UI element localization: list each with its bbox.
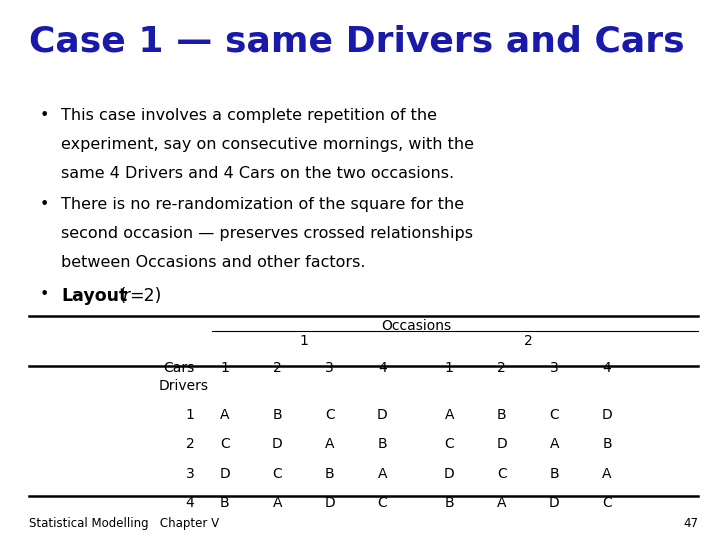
Text: Drivers: Drivers xyxy=(158,379,208,393)
Text: 2: 2 xyxy=(186,437,194,451)
Text: B: B xyxy=(272,408,282,422)
Text: 4: 4 xyxy=(603,361,611,375)
Text: =2): =2) xyxy=(129,287,161,305)
Text: r: r xyxy=(122,287,130,305)
Text: A: A xyxy=(497,496,507,510)
Text: 47: 47 xyxy=(683,517,698,530)
Text: B: B xyxy=(602,437,612,451)
Text: B: B xyxy=(497,408,507,422)
Text: C: C xyxy=(220,437,230,451)
Text: D: D xyxy=(549,496,559,510)
Text: Layout: Layout xyxy=(61,287,127,305)
Text: D: D xyxy=(602,408,612,422)
Text: 2: 2 xyxy=(273,361,282,375)
Text: A: A xyxy=(272,496,282,510)
Text: B: B xyxy=(325,467,335,481)
Text: 3: 3 xyxy=(550,361,559,375)
Text: •: • xyxy=(40,108,49,123)
Text: A: A xyxy=(602,467,612,481)
Text: There is no re-randomization of the square for the: There is no re-randomization of the squa… xyxy=(61,197,464,212)
Text: between Occasions and other factors.: between Occasions and other factors. xyxy=(61,255,366,271)
Text: 1: 1 xyxy=(220,361,229,375)
Text: Cars: Cars xyxy=(163,361,194,375)
Text: 4: 4 xyxy=(378,361,387,375)
Text: C: C xyxy=(444,437,454,451)
Text: Statistical Modelling   Chapter V: Statistical Modelling Chapter V xyxy=(29,517,219,530)
Text: D: D xyxy=(377,408,387,422)
Text: D: D xyxy=(272,437,282,451)
Text: 1: 1 xyxy=(445,361,454,375)
Text: 3: 3 xyxy=(186,467,194,481)
Text: 2: 2 xyxy=(498,361,506,375)
Text: D: D xyxy=(444,467,454,481)
Text: A: A xyxy=(220,408,230,422)
Text: C: C xyxy=(272,467,282,481)
Text: C: C xyxy=(549,408,559,422)
Text: 1: 1 xyxy=(300,334,308,348)
Text: This case involves a complete repetition of the: This case involves a complete repetition… xyxy=(61,108,437,123)
Text: Occasions: Occasions xyxy=(381,319,451,333)
Text: B: B xyxy=(444,496,454,510)
Text: B: B xyxy=(377,437,387,451)
Text: D: D xyxy=(220,467,230,481)
Text: second occasion — preserves crossed relationships: second occasion — preserves crossed rela… xyxy=(61,226,473,241)
Text: same 4 Drivers and 4 Cars on the two occasions.: same 4 Drivers and 4 Cars on the two occ… xyxy=(61,166,454,181)
Text: B: B xyxy=(549,467,559,481)
Text: A: A xyxy=(325,437,335,451)
Text: D: D xyxy=(325,496,335,510)
Text: C: C xyxy=(497,467,507,481)
Text: C: C xyxy=(602,496,612,510)
Text: 1: 1 xyxy=(186,408,194,422)
Text: C: C xyxy=(377,496,387,510)
Text: A: A xyxy=(444,408,454,422)
Text: 4: 4 xyxy=(186,496,194,510)
Text: experiment, say on consecutive mornings, with the: experiment, say on consecutive mornings,… xyxy=(61,137,474,152)
Text: B: B xyxy=(220,496,230,510)
Text: (: ( xyxy=(114,287,126,305)
Text: A: A xyxy=(549,437,559,451)
Text: Case 1 — same Drivers and Cars: Case 1 — same Drivers and Cars xyxy=(29,24,685,58)
Text: •: • xyxy=(40,197,49,212)
Text: •: • xyxy=(40,287,49,302)
Text: C: C xyxy=(325,408,335,422)
Text: D: D xyxy=(497,437,507,451)
Text: 2: 2 xyxy=(524,334,533,348)
Text: A: A xyxy=(377,467,387,481)
Text: 3: 3 xyxy=(325,361,334,375)
